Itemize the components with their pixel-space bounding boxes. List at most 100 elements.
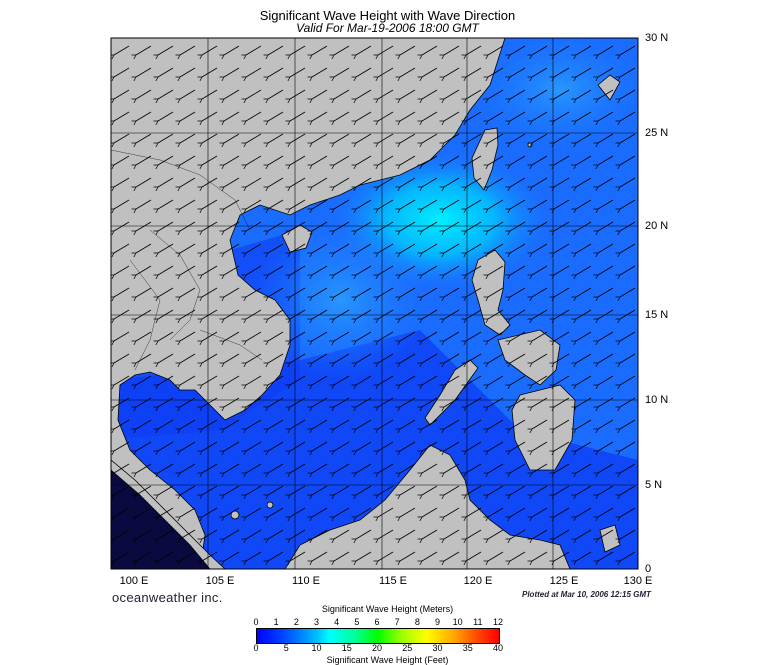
wave-arrow [202,221,218,231]
wave-arrow [532,177,548,187]
wave-arrow [290,551,306,561]
wave-arrow [422,221,438,231]
wave-arrow [378,485,394,495]
wave-arrow [114,375,130,385]
wave-arrow [620,419,636,429]
wave-arrow [510,397,526,407]
wave-arrow [378,67,394,77]
wave-arrow [488,177,504,187]
wave-arrow [620,89,636,99]
wave-arrow [466,331,482,341]
wave-arrow [136,375,152,385]
wave-arrow [576,265,592,275]
wave-arrow [136,265,152,275]
wave-arrow [400,45,416,55]
colorbar-title-feet: Significant Wave Height (Feet) [326,655,449,665]
wave-arrow [400,67,416,77]
wave-arrow [576,155,592,165]
wave-arrow [532,133,548,143]
wave-arrow [620,265,636,275]
wave-arrow [114,133,130,143]
wave-arrow [356,485,372,495]
wave-arrow [180,507,196,517]
wave-arrow [114,309,130,319]
wave-arrow [466,419,482,429]
wave-arrow [202,89,218,99]
wave-arrow [378,463,394,473]
wave-arrow [400,243,416,253]
wave-arrow [202,507,218,517]
wave-arrow [290,199,306,209]
wave-arrow [158,529,174,539]
wave-arrow [356,133,372,143]
wave-arrow [290,243,306,253]
wave-arrow [202,419,218,429]
wave-arrow [312,287,328,297]
wave-arrow [224,397,240,407]
wave-arrow [466,463,482,473]
wave-arrow [312,309,328,319]
wave-arrow [466,111,482,121]
wave-arrow [466,309,482,319]
wave-arrow [246,463,262,473]
wave-arrow [532,551,548,561]
wave-arrow [290,177,306,187]
wave-arrow [202,309,218,319]
wave-arrow [136,133,152,143]
wave-arrow [444,441,460,451]
wave-arrow [466,397,482,407]
wave-arrow [290,265,306,275]
wave-arrow [444,353,460,363]
wave-arrow [598,375,614,385]
wave-arrow [356,529,372,539]
plotted-timestamp: Plotted at Mar 10, 2006 12:15 GMT [522,590,651,599]
wave-arrow [290,507,306,517]
wave-arrow [510,243,526,253]
wave-arrow [466,243,482,253]
wave-arrow [202,551,218,561]
wave-arrow [554,551,570,561]
wave-arrow [334,177,350,187]
lat-label-15n: 15 N [645,309,669,321]
wave-arrow [268,287,284,297]
wave-arrow [268,155,284,165]
wave-arrow [158,265,174,275]
wave-arrow [510,331,526,341]
wave-arrow [356,463,372,473]
meters-tick: 0 [253,617,259,627]
wave-arrow [598,199,614,209]
wave-arrow [136,89,152,99]
wave-arrow [444,419,460,429]
wave-arrow [422,287,438,297]
wave-arrow [510,309,526,319]
lat-label-10n: 10 N [645,394,669,406]
wave-arrow [312,375,328,385]
lat-label-5n: 5 N [645,479,663,491]
wave-arrow [400,331,416,341]
wave-arrow [246,243,262,253]
lon-label-125e: 125 E [549,575,579,587]
wave-arrow [488,89,504,99]
wave-arrow [598,419,614,429]
wave-arrow [158,155,174,165]
wave-arrow [136,309,152,319]
wave-arrow [400,507,416,517]
wave-arrow [554,353,570,363]
wave-arrow [224,265,240,275]
wave-arrow [466,551,482,561]
wave-arrow [378,375,394,385]
wave-arrow [158,309,174,319]
wave-arrow [136,221,152,231]
wave-arrow [158,177,174,187]
wave-arrow [444,551,460,561]
feet-tick: 35 [462,643,473,653]
wave-arrow [202,287,218,297]
wave-arrow [422,529,438,539]
wave-arrow [532,507,548,517]
wave-arrow [202,353,218,363]
wave-arrow [554,199,570,209]
wave-arrow [466,529,482,539]
wave-arrow [488,133,504,143]
meters-tick: 2 [293,617,299,627]
wave-arrow [598,353,614,363]
